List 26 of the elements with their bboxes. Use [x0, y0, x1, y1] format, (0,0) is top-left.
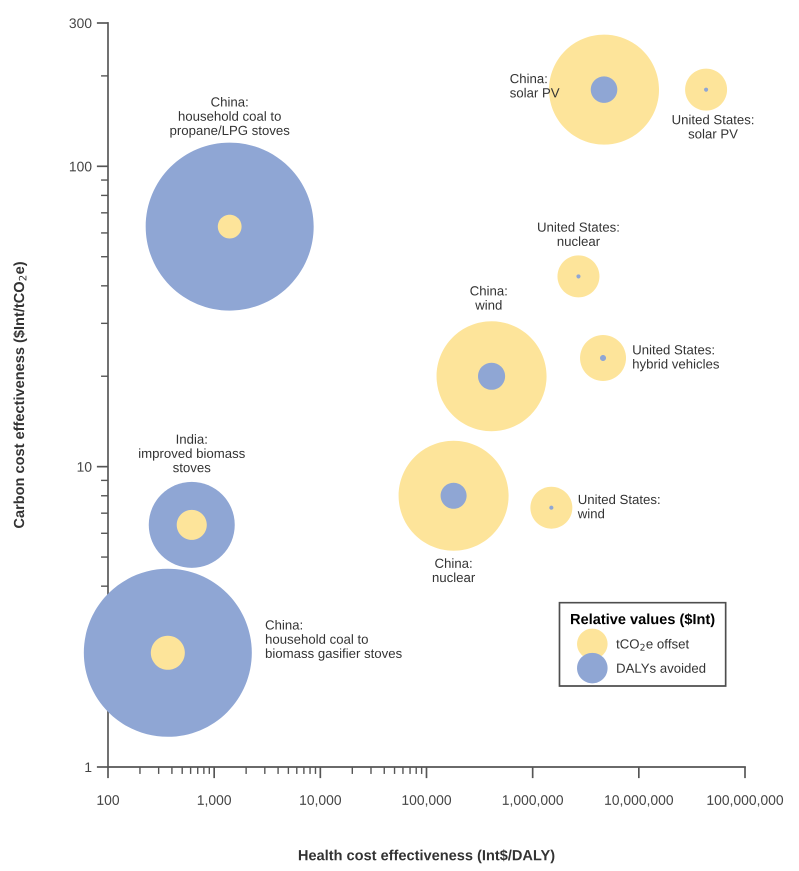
- y-tick-label: 100: [70, 162, 92, 172]
- annotation: United States: wind: [578, 494, 660, 518]
- annotation: China: household coal to biomass gasifier stoves: [266, 620, 402, 661]
- annotation: China: wind: [470, 286, 507, 310]
- annotation: China: household coal to propane/LPG stoves: [170, 96, 290, 138]
- annotation: India: improved biomass stoves: [139, 434, 245, 472]
- annotation: China: solar PV: [510, 74, 560, 98]
- x-tick-label: 1,000: [198, 795, 232, 807]
- x-tick-label: 10,000: [300, 795, 342, 807]
- annotation: United States: nuclear: [538, 222, 619, 246]
- x-tick-label: 10,000,000: [605, 795, 674, 807]
- y-tick-label: 10: [78, 462, 92, 472]
- annotation: United States: hybrid vehicles: [633, 344, 719, 372]
- annotation: United States: solar PV: [672, 114, 754, 139]
- annotation: China: nuclear: [432, 558, 476, 582]
- legend-title: Relative values ($Int): [571, 613, 714, 628]
- legend-label: tCO$_{2}$e offset: [616, 638, 690, 651]
- x-tick-label: 100,000,000: [707, 795, 784, 807]
- y-tick-label: 300: [69, 18, 92, 28]
- y-tick-label: 1: [85, 762, 92, 772]
- y-axis-title: Carbon cost effectiveness ($Int/tCO$_{2}$e): [13, 262, 28, 528]
- x-tick-label: 100,000: [402, 795, 452, 807]
- legend-label: DALYs avoided: [617, 663, 706, 673]
- x-tick-label: 1,000,000: [502, 795, 564, 807]
- x-tick-label: 100: [97, 795, 120, 805]
- x-axis-title: Health cost effectiveness (Int$/DALY): [298, 849, 554, 864]
